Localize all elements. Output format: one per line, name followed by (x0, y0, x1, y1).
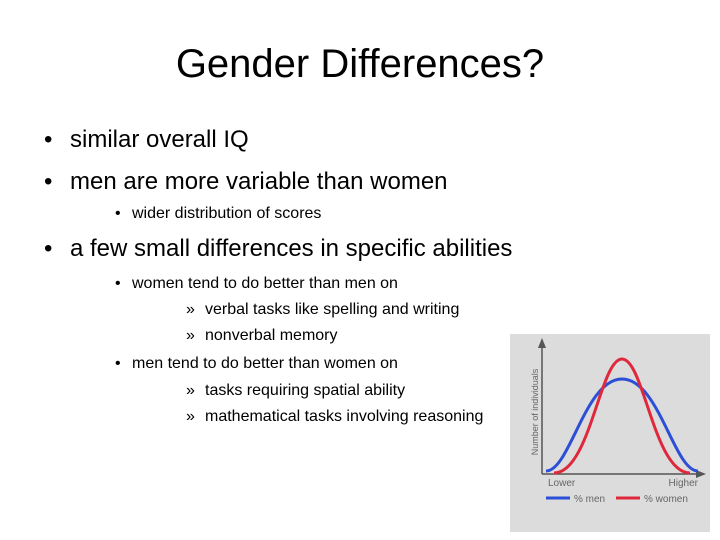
bullet-dot: • (115, 355, 121, 372)
subsub-math: » mathematical tasks involving reasoning (186, 408, 483, 426)
x-axis-arrow (696, 470, 706, 478)
bullet-dot: » (186, 301, 195, 318)
bullet-dot: • (115, 275, 121, 292)
bullet-dot: » (186, 327, 195, 344)
bullet-variability: • men are more variable than women (44, 168, 448, 196)
bullet-text: mathematical tasks involving reasoning (205, 408, 484, 425)
distribution-figure: Number of individuals Lower Higher % men… (510, 334, 710, 532)
x-high-label: Higher (669, 478, 699, 489)
women-distribution-curve (553, 357, 691, 475)
bullet-similar-iq: • similar overall IQ (44, 126, 249, 154)
y-axis-label: Number of individuals (530, 368, 540, 455)
bullet-dot: • (44, 235, 53, 262)
legend-women-label: % women (644, 494, 688, 505)
y-axis-arrow (538, 338, 546, 348)
figure-background (510, 334, 710, 532)
bullet-text: wider distribution of scores (132, 205, 322, 222)
bullet-text: similar overall IQ (70, 126, 249, 153)
bullet-text: men tend to do better than women on (132, 355, 398, 372)
x-low-label: Lower (548, 478, 576, 489)
bullet-dot: • (115, 205, 121, 222)
bullet-dot: • (44, 168, 53, 195)
bullet-dot: » (186, 408, 195, 425)
subsub-spatial: » tasks requiring spatial ability (186, 382, 405, 400)
distribution-chart: Number of individuals Lower Higher % men… (510, 334, 710, 532)
subbullet-men-better: • men tend to do better than women on (115, 355, 398, 373)
bullet-text: a few small differences in specific abil… (70, 235, 513, 262)
subbullet-women-better: • women tend to do better than men on (115, 275, 398, 293)
subsub-memory: » nonverbal memory (186, 327, 338, 345)
subbullet-distribution: • wider distribution of scores (115, 205, 321, 223)
bullet-text: women tend to do better than men on (132, 275, 398, 292)
men-distribution-curve (545, 377, 699, 473)
slide-title: Gender Differences? (175, 42, 545, 86)
bullet-dot: • (44, 126, 53, 153)
bullet-text: verbal tasks like spelling and writing (205, 301, 460, 318)
bullet-text: men are more variable than women (70, 168, 448, 195)
legend-men-label: % men (574, 494, 605, 505)
bullet-text: nonverbal memory (205, 327, 338, 344)
bullet-dot: » (186, 382, 195, 399)
bullet-text: tasks requiring spatial ability (205, 382, 406, 399)
subsub-verbal: » verbal tasks like spelling and writing (186, 301, 459, 319)
bullet-specific-abilities: • a few small differences in specific abi… (44, 235, 512, 263)
